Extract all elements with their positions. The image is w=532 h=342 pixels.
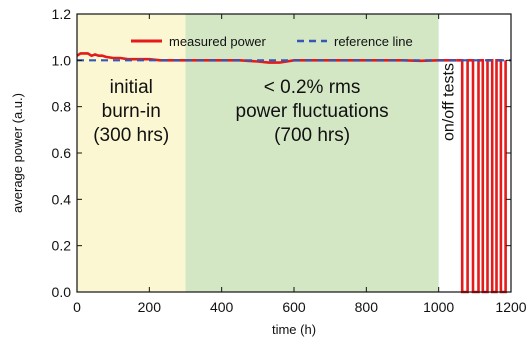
region-1-label-line-0: < 0.2% rms	[264, 77, 361, 98]
region-0-label-line-2: (300 hrs)	[93, 125, 169, 146]
x-axis-label: time (h)	[272, 322, 316, 337]
on-off-annotation: on/off tests	[441, 63, 458, 141]
y-axis-ticks: 0.0 0.2 0.4 0.6 0.8 1.0 1.2	[52, 6, 511, 300]
y-tick-label: 0.2	[52, 238, 72, 254]
x-tick-label: 1200	[495, 299, 526, 315]
region-1-label-line-1: power fluctuations	[236, 101, 389, 122]
x-tick-label: 0	[73, 299, 81, 315]
series-on-off-tests	[456, 58, 507, 294]
x-tick-label: 200	[138, 299, 162, 315]
y-tick-label: 0.0	[52, 284, 72, 300]
legend: measured power reference line	[131, 34, 413, 49]
region-labels: initial burn-in (300 hrs) < 0.2% rms power f…	[93, 77, 388, 146]
y-tick-label: 1.0	[52, 52, 72, 68]
y-tick-label: 0.6	[52, 145, 72, 161]
x-tick-label: 800	[355, 299, 379, 315]
region-1-label-line-2: (700 hrs)	[274, 125, 350, 146]
region-0-label-line-0: initial	[110, 77, 153, 98]
y-axis-label: average power (a.u.)	[10, 93, 25, 213]
x-tick-label: 1000	[423, 299, 454, 315]
x-tick-label: 600	[282, 299, 306, 315]
legend-label-measured-power: measured power	[169, 34, 266, 49]
x-axis-ticks: 0 200 400 600 800 1000 1200	[73, 14, 527, 315]
region-0-label-line-1: burn-in	[102, 101, 161, 122]
y-tick-label: 1.2	[52, 6, 72, 22]
y-tick-label: 0.4	[52, 191, 72, 207]
y-tick-label: 0.8	[52, 99, 72, 115]
region-1	[185, 14, 439, 292]
shaded-regions	[77, 14, 439, 292]
x-tick-label: 400	[210, 299, 234, 315]
legend-label-reference-line: reference line	[334, 34, 413, 49]
